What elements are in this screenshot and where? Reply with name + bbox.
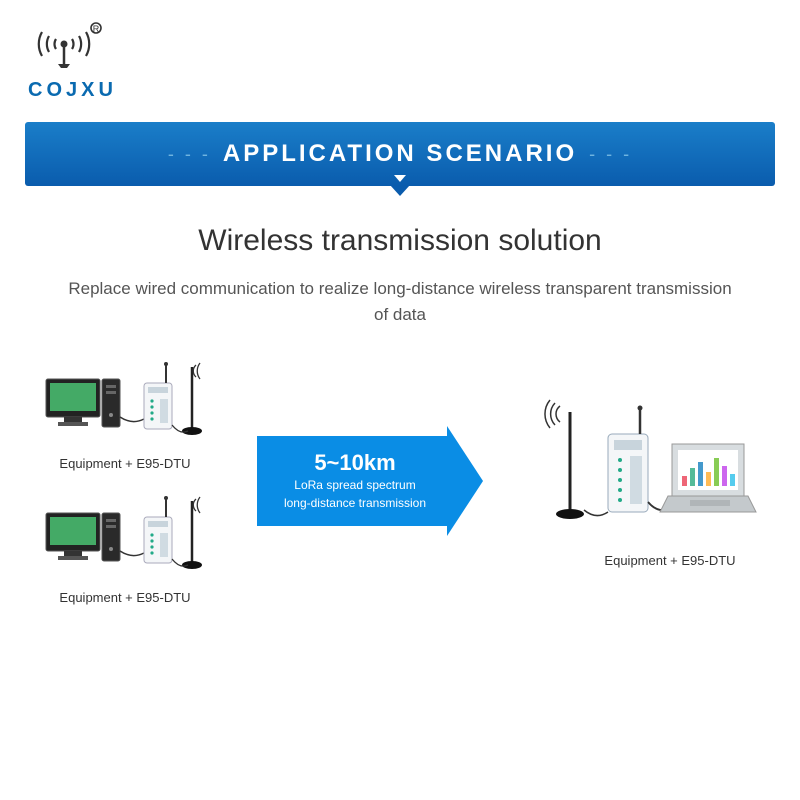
equipment-group-2: Equipment + E95-DTU bbox=[40, 491, 210, 605]
banner-pointer-inner bbox=[394, 175, 406, 182]
left-column: Equipment + E95-DTU bbox=[40, 357, 210, 605]
banner: - - - APPLICATION SCENARIO - - - bbox=[25, 122, 775, 186]
equipment-group-1: Equipment + E95-DTU bbox=[40, 357, 210, 471]
diagram: Equipment + E95-DTU bbox=[0, 357, 800, 605]
main-title: Wireless transmission solution bbox=[0, 224, 800, 258]
brand-text: COJXU bbox=[28, 79, 800, 102]
arrow-head bbox=[447, 426, 483, 536]
sub-title: Replace wired communication to realize l… bbox=[0, 276, 800, 327]
banner-pointer bbox=[390, 185, 410, 196]
equipment-label: Equipment + E95-DTU bbox=[40, 590, 210, 605]
banner-title: APPLICATION SCENARIO bbox=[223, 140, 577, 168]
equipment-icon-right bbox=[530, 394, 760, 544]
equipment-label-right: Equipment + E95-DTU bbox=[580, 553, 760, 568]
arrow: 5~10km LoRa spread spectrum long-distanc… bbox=[257, 426, 483, 536]
equipment-icon bbox=[40, 357, 210, 447]
banner-dash-right: - - - bbox=[589, 144, 632, 165]
equipment-label: Equipment + E95-DTU bbox=[40, 456, 210, 471]
arrow-sub-line2: long-distance transmission bbox=[275, 496, 435, 512]
arrow-main-text: 5~10km bbox=[275, 450, 435, 476]
banner-dash-left: - - - bbox=[168, 144, 211, 165]
svg-text:R: R bbox=[93, 24, 100, 34]
right-column: Equipment + E95-DTU bbox=[530, 394, 760, 568]
logo-area: R COJXU bbox=[0, 0, 800, 102]
arrow-body: 5~10km LoRa spread spectrum long-distanc… bbox=[257, 436, 447, 526]
equipment-icon bbox=[40, 491, 210, 581]
arrow-sub-line1: LoRa spread spectrum bbox=[275, 478, 435, 494]
antenna-icon: R bbox=[28, 18, 120, 75]
